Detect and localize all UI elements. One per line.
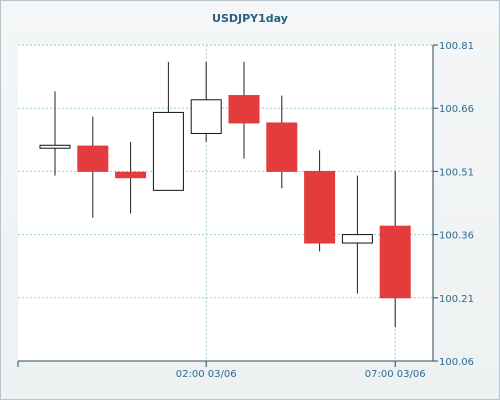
candle <box>228 61 260 159</box>
candle-body <box>228 95 260 124</box>
y-tick-label: 100.21 <box>439 294 474 305</box>
y-tick-label: 100.81 <box>439 41 474 52</box>
candle-body <box>77 145 109 172</box>
candle <box>77 116 109 218</box>
candle-body <box>304 170 336 244</box>
candle <box>39 91 71 176</box>
candle-body <box>379 225 411 299</box>
y-tick-label: 100.06 <box>439 357 474 368</box>
x-tick-label: 02:00 03/06 <box>176 369 237 380</box>
candle <box>341 175 373 294</box>
candles <box>39 61 411 328</box>
candle <box>304 150 336 252</box>
candle-body <box>152 111 184 191</box>
y-tick-label: 100.66 <box>439 104 474 115</box>
y-tick-label: 100.36 <box>439 231 474 242</box>
candle <box>379 171 411 328</box>
y-tick-label: 100.51 <box>439 167 474 178</box>
candle-body <box>266 122 298 172</box>
y-axis-ticks: 100.06 100.21 100.36 100.51 100.66 100.81 <box>433 41 474 368</box>
candle-body <box>190 99 222 134</box>
candle <box>266 95 298 189</box>
candle-body <box>341 234 373 244</box>
plot-area <box>18 45 433 361</box>
candle <box>190 61 222 142</box>
candle <box>115 141 147 214</box>
candle-body <box>39 144 71 149</box>
chart-title: USDJPY1day <box>212 12 288 25</box>
candle <box>152 61 184 191</box>
x-tick-label: 07:00 03/06 <box>365 369 426 380</box>
x-axis-ticks: 02:00 03/06 07:00 03/06 <box>17 361 426 380</box>
candle-body <box>115 171 147 179</box>
